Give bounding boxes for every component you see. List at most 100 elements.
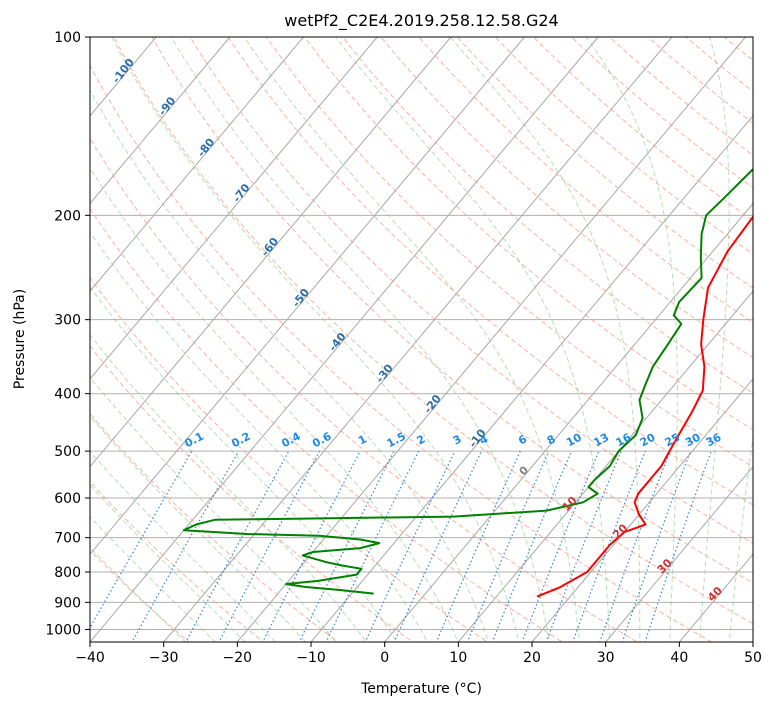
isotherm-line [236, 37, 746, 642]
dry-adiabat [456, 37, 753, 289]
moist-adiabat [243, 37, 581, 642]
mixing-ratio-line [521, 450, 600, 642]
moist-adiabat [90, 334, 367, 642]
dry-adiabat [380, 37, 753, 359]
mixing-ratio-label: 13 [591, 431, 611, 450]
dry-adiabat [647, 37, 753, 124]
mixing-ratio-label: 6 [516, 432, 529, 447]
x-tick-label: −20 [223, 650, 253, 666]
isotherm-line [384, 202, 753, 642]
dewpoint-profile [182, 167, 753, 595]
moist-adiabat [90, 89, 490, 642]
dry-adiabat [265, 37, 753, 468]
mixing-ratio-label: 0.1 [183, 430, 206, 451]
dry-adiabat-label: -90 [156, 94, 179, 118]
plot-frame [89, 36, 754, 643]
mixing-ratio-line [466, 450, 550, 642]
dry-adiabat [729, 10, 775, 654]
y-tick-label: 600 [54, 491, 81, 507]
dry-adiabat [723, 37, 753, 61]
moist-adiabat [728, 433, 753, 642]
dry-adiabat-label: -20 [421, 392, 444, 416]
mixing-ratio-line [491, 450, 573, 642]
moist-adiabat [90, 376, 337, 642]
isotherm-line [678, 553, 753, 642]
dry-adiabat [90, 276, 489, 642]
x-tick-label: 40 [670, 650, 688, 666]
mixing-ratio-line [298, 450, 395, 642]
moist-adiabat [90, 415, 306, 642]
dry-adiabat [189, 37, 753, 545]
y-tick-label: 800 [54, 565, 81, 581]
moist-adiabat [170, 37, 550, 642]
dry-adiabat [303, 37, 753, 431]
moist-adiabat [90, 231, 428, 642]
mixing-ratio-label: 25 [663, 431, 683, 450]
dry-adiabat [494, 37, 753, 255]
y-tick-label: 200 [54, 208, 81, 224]
y-tick-label: 1000 [45, 622, 81, 638]
moist-adiabat [90, 450, 276, 642]
mixing-ratio-label: 16 [614, 431, 634, 450]
mixing-ratio-line [621, 450, 692, 642]
isotherm-line [0, 37, 9, 642]
dry-adiabat-label: -30 [373, 361, 396, 385]
mixing-ratio-label: 2 [415, 432, 428, 447]
mixing-ratio-label: 0.6 [310, 430, 334, 451]
isotherm-line [163, 37, 673, 642]
dry-adiabat [90, 207, 564, 642]
x-tick-label: 10 [449, 650, 467, 666]
dry-adiabat-label: -60 [259, 235, 282, 259]
isotherm-line [752, 641, 753, 642]
x-axis: −40 −30 −20 −10 0 10 20 30 40 50 [75, 642, 762, 666]
dry-adiabat [342, 37, 753, 394]
isotherm-line [310, 115, 753, 642]
moist-adiabat [90, 516, 216, 642]
isotherm-line [90, 37, 525, 556]
moist-adiabat-label: 40 [705, 584, 725, 604]
moist-adiabat [111, 37, 520, 642]
moist-adiabat [699, 37, 730, 642]
x-tick-label: −30 [149, 650, 179, 666]
y-tick-label: 900 [54, 595, 81, 611]
temperature-profile [536, 215, 753, 598]
y-axis: 100 200 300 400 500 600 700 800 900 1000 [45, 30, 90, 638]
mixing-ratio-line [90, 450, 193, 629]
dry-adiabat [609, 37, 753, 156]
x-tick-label: 20 [523, 650, 541, 666]
isotherm-line [90, 37, 378, 380]
x-tick-label: 50 [744, 650, 762, 666]
dry-adiabat [113, 37, 753, 625]
moist-adiabat [449, 37, 641, 642]
isotherm-line [605, 465, 753, 642]
isotherm-line [457, 290, 753, 642]
moist-adiabat [335, 37, 611, 642]
y-axis-label: Pressure (hPa) [12, 289, 28, 389]
y-tick-label: 300 [54, 313, 81, 329]
isotherm-line [90, 37, 452, 468]
mixing-ratio-label: 0.4 [279, 430, 303, 451]
series-layer [182, 167, 753, 598]
isotherm-line [531, 378, 753, 642]
x-tick-label: −10 [296, 650, 326, 666]
dry-adiabat-label: -80 [195, 136, 218, 160]
moist-adiabat [90, 484, 246, 642]
isotherm-line [90, 37, 304, 292]
mixing-ratio-line [435, 450, 521, 642]
x-tick-label: 0 [380, 650, 389, 666]
mixing-ratio-line [218, 450, 321, 642]
mixing-ratio-label: 3 [451, 432, 464, 447]
y-tick-label: 700 [54, 531, 81, 547]
dry-adiabat [90, 413, 340, 642]
y-tick-label: 500 [54, 444, 81, 460]
mixing-ratio-line [131, 450, 240, 642]
dry-adiabat [227, 37, 753, 506]
moist-adiabat [90, 286, 398, 642]
mixing-ratio-label: 36 [704, 431, 724, 450]
mixing-ratio-line [572, 450, 646, 642]
mixing-ratio-label: 10 [564, 431, 584, 450]
moist-adiabat [90, 167, 459, 642]
x-axis-label: Temperature (°C) [360, 681, 482, 697]
dry-adiabat-label: -50 [290, 286, 313, 310]
x-tick-label: 30 [597, 650, 615, 666]
